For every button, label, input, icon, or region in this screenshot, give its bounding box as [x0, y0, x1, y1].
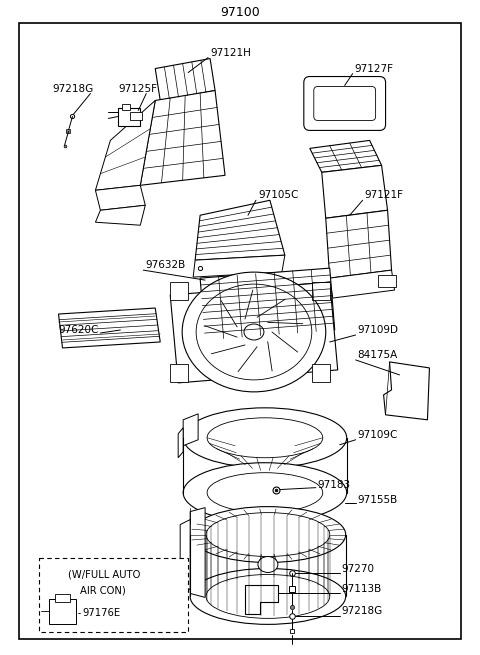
Ellipse shape: [258, 557, 278, 572]
Ellipse shape: [183, 408, 347, 468]
Ellipse shape: [206, 513, 330, 557]
Text: 97127F: 97127F: [355, 64, 394, 73]
Bar: [119, 109, 140, 126]
Ellipse shape: [207, 418, 323, 458]
Polygon shape: [96, 205, 145, 225]
Bar: [312, 364, 330, 382]
Polygon shape: [193, 255, 285, 277]
Ellipse shape: [196, 284, 312, 380]
Polygon shape: [195, 200, 285, 260]
Ellipse shape: [190, 506, 346, 563]
Text: 97632B: 97632B: [145, 260, 186, 270]
Polygon shape: [245, 586, 278, 614]
Polygon shape: [59, 308, 160, 348]
Polygon shape: [200, 268, 335, 340]
Polygon shape: [155, 58, 215, 100]
Polygon shape: [310, 140, 382, 172]
Text: 97176E: 97176E: [83, 608, 120, 618]
Text: (W/FULL AUTO: (W/FULL AUTO: [69, 569, 141, 580]
Text: 97100: 97100: [220, 6, 260, 19]
Text: 97109D: 97109D: [358, 325, 399, 335]
Polygon shape: [384, 362, 430, 420]
Polygon shape: [96, 185, 145, 210]
Ellipse shape: [244, 324, 264, 340]
Bar: [170, 282, 188, 300]
Text: 84175A: 84175A: [358, 350, 398, 360]
Text: 97125F: 97125F: [119, 83, 157, 94]
Bar: [55, 595, 71, 603]
Polygon shape: [170, 282, 338, 383]
Text: 97113B: 97113B: [342, 584, 382, 595]
Bar: [48, 599, 76, 624]
Text: 97155B: 97155B: [358, 495, 398, 504]
Text: 97121F: 97121F: [365, 191, 404, 200]
Polygon shape: [180, 519, 190, 590]
Bar: [312, 282, 330, 300]
Polygon shape: [178, 428, 183, 458]
FancyBboxPatch shape: [314, 86, 376, 121]
Polygon shape: [140, 90, 225, 185]
Bar: [378, 275, 396, 287]
Text: 97183: 97183: [318, 479, 351, 490]
Polygon shape: [322, 165, 387, 218]
Text: 97620C: 97620C: [59, 325, 99, 335]
Polygon shape: [326, 210, 392, 278]
Polygon shape: [183, 414, 198, 446]
Polygon shape: [96, 100, 155, 191]
Text: 97121H: 97121H: [210, 48, 251, 58]
Polygon shape: [330, 270, 395, 298]
Text: 97270: 97270: [342, 565, 375, 574]
Polygon shape: [190, 508, 205, 597]
Bar: [170, 364, 188, 382]
Text: 97109C: 97109C: [358, 430, 398, 440]
Bar: [130, 113, 142, 121]
FancyBboxPatch shape: [304, 77, 385, 130]
Text: AIR CON): AIR CON): [81, 586, 126, 595]
FancyBboxPatch shape: [38, 557, 188, 632]
Bar: [122, 105, 130, 111]
Ellipse shape: [190, 569, 346, 624]
Text: 97105C: 97105C: [258, 191, 299, 200]
Ellipse shape: [183, 462, 347, 523]
Ellipse shape: [182, 272, 326, 392]
Text: 97218G: 97218G: [52, 83, 94, 94]
Text: 97218G: 97218G: [342, 607, 383, 616]
Ellipse shape: [207, 473, 323, 513]
Ellipse shape: [206, 574, 330, 618]
